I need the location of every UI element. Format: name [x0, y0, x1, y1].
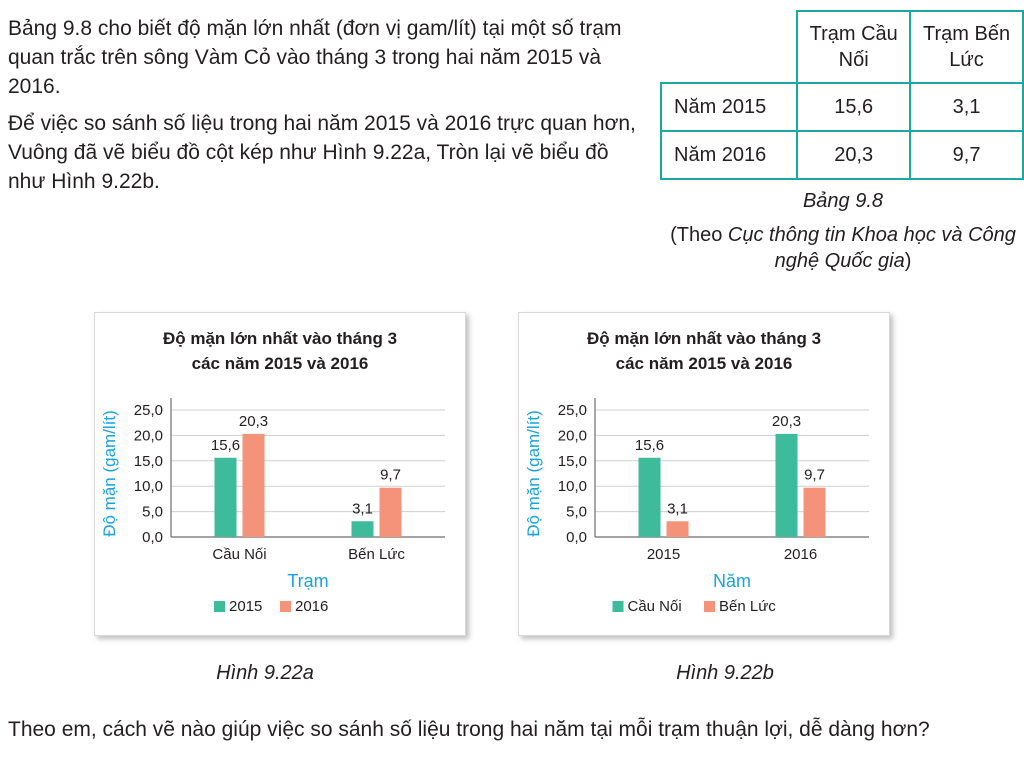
intro-paragraph-2: Để việc so sánh số liệu trong hai năm 20…: [8, 112, 636, 193]
y-tick-label: 10,0: [558, 478, 587, 495]
x-tick-label: 2016: [784, 546, 817, 563]
table-caption: Bảng 9.8: [802, 190, 884, 212]
bar: [351, 521, 374, 537]
table-header-ben-luc: Trạm Bến Lức: [909, 10, 1024, 84]
data-label: 9,7: [804, 467, 825, 484]
y-tick-label: 5,0: [142, 504, 163, 521]
intro-paragraph-1: Bảng 9.8 cho biết độ mặn lớn nhất (đơn v…: [8, 17, 622, 98]
y-tick-label: 20,0: [558, 427, 587, 444]
chart-a: Độ mặn lớn nhất vào tháng 3 các năm 2015 …: [100, 329, 445, 615]
table-cell: 20,3: [796, 130, 912, 180]
y-axis-label: Độ mặn (gam/lít): [524, 410, 543, 537]
legend-label: Bến Lức: [719, 598, 776, 615]
chart-title: các năm 2015 và 2016: [192, 354, 369, 373]
y-tick-label: 15,0: [558, 453, 587, 470]
intro-text: Bảng 9.8 cho biết độ mặn lớn nhất (đơn v…: [8, 14, 648, 204]
bar: [666, 521, 689, 537]
table-source: (Theo Cục thông tin Khoa học và Công ngh…: [660, 222, 1024, 274]
y-tick-label: 0,0: [566, 529, 587, 546]
x-axis-label: Trạm: [287, 571, 328, 591]
data-label: 20,3: [772, 413, 801, 430]
bar: [379, 487, 402, 537]
table-cell: 3,1: [909, 82, 1024, 132]
table-row-label: Năm 2016: [659, 130, 799, 180]
legend-label: 2016: [295, 598, 328, 615]
source-prefix: (Theo: [670, 224, 728, 246]
data-label: 15,6: [211, 437, 240, 454]
table-cell: 9,7: [909, 130, 1024, 180]
legend-label: 2015: [229, 598, 262, 615]
chart-b: Độ mặn lớn nhất vào tháng 3 các năm 2015 …: [524, 329, 869, 615]
chart-a-card: Độ mặn lớn nhất vào tháng 3 các năm 2015 …: [94, 312, 466, 636]
table-corner: [661, 11, 799, 84]
x-tick-label: Cầu Nối: [212, 546, 266, 563]
legend-swatch: [612, 601, 624, 612]
table-row-label: Năm 2015: [659, 82, 799, 132]
x-tick-label: 2015: [647, 546, 680, 563]
table-header-cau-noi: Trạm Cầu Nối: [796, 10, 912, 84]
table-cell: 15,6: [796, 82, 912, 132]
figure-label-a: Hình 9.22a: [216, 662, 314, 684]
bar: [638, 457, 661, 537]
bar: [803, 487, 826, 537]
bar: [242, 433, 265, 537]
y-tick-label: 25,0: [558, 402, 587, 419]
y-tick-label: 5,0: [566, 504, 587, 521]
data-label: 3,1: [667, 500, 688, 517]
bar: [775, 433, 798, 537]
legend-swatch: [214, 601, 225, 612]
y-tick-label: 25,0: [134, 402, 163, 419]
y-tick-label: 20,0: [134, 427, 163, 444]
data-label: 20,3: [239, 413, 268, 430]
chart-b-card: Độ mặn lớn nhất vào tháng 3 các năm 2015 …: [518, 312, 890, 636]
y-tick-label: 10,0: [134, 478, 163, 495]
data-label: 9,7: [380, 467, 401, 484]
legend-swatch: [704, 601, 715, 612]
bar: [214, 457, 237, 537]
source-name: Cục thông tin Khoa học và Công nghệ Quốc…: [727, 224, 1016, 272]
chart-title: Độ mặn lớn nhất vào tháng 3: [587, 329, 821, 348]
data-label: 3,1: [352, 500, 373, 517]
y-tick-label: 0,0: [142, 529, 163, 546]
x-tick-label: Bến Lức: [348, 546, 405, 563]
figure-label-b: Hình 9.22b: [676, 662, 774, 684]
y-axis-label: Độ mặn (gam/lít): [100, 410, 119, 537]
legend-swatch: [280, 601, 291, 612]
chart-title: Độ mặn lớn nhất vào tháng 3: [163, 329, 397, 348]
source-suffix: ): [904, 250, 912, 272]
data-label: 15,6: [635, 437, 664, 454]
x-axis-label: Năm: [713, 571, 751, 591]
chart-title: các năm 2015 và 2016: [616, 354, 793, 373]
y-tick-label: 15,0: [134, 453, 163, 470]
data-table: Trạm Cầu Nối Trạm Bến Lức Năm 2015 15,6 …: [659, 10, 1024, 180]
legend-label: Cầu Nối: [628, 598, 682, 615]
question-text: Theo em, cách vẽ nào giúp việc so sánh s…: [8, 718, 930, 741]
